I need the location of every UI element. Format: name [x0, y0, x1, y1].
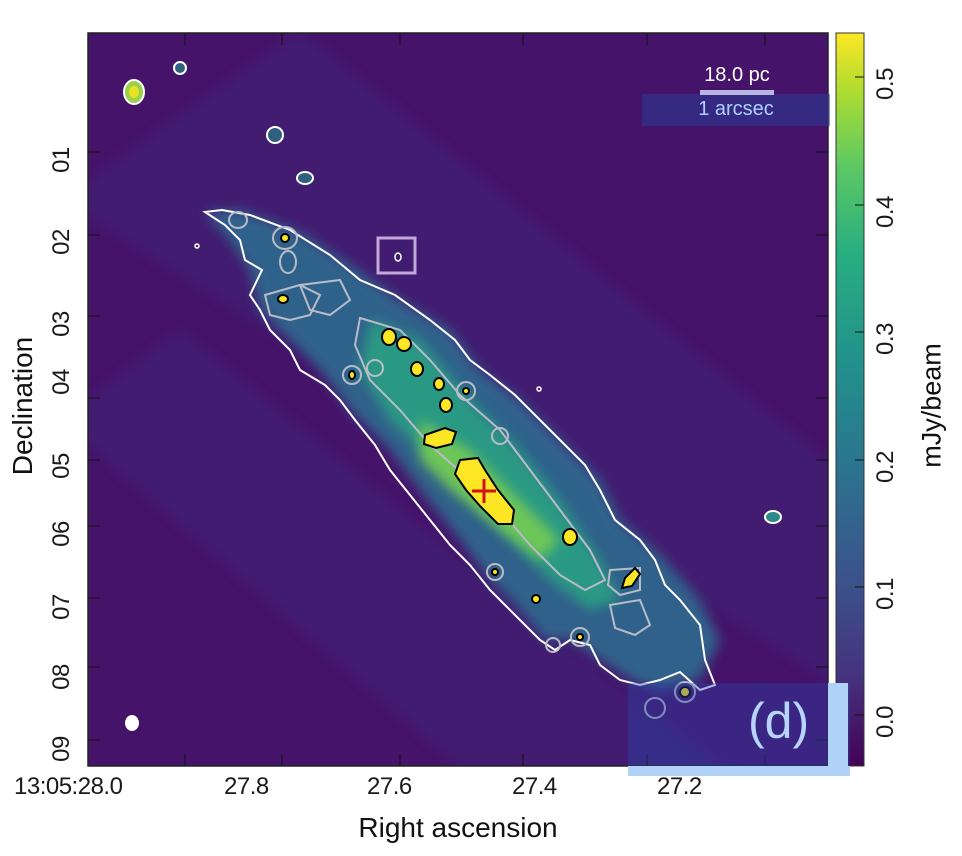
y-tick-label: 08	[48, 664, 75, 690]
x-tick-label: 27.8	[224, 773, 269, 800]
y-tick-label: 07	[48, 594, 75, 620]
y-axis-label: Declination	[7, 336, 38, 476]
colorbar-ticks	[855, 76, 864, 716]
panel-highlight-edge-bottom	[628, 766, 850, 776]
map-image	[88, 33, 828, 766]
x-tick-label: 27.6	[367, 773, 412, 800]
x-axis-label: Right ascension	[358, 812, 558, 843]
colorbar-label: mJy/beam	[916, 343, 947, 468]
panel-highlight-edge-right	[828, 683, 848, 776]
beam-ellipse	[125, 715, 139, 731]
panel-label-highlight	[628, 683, 850, 776]
y-tick-label: 09	[48, 736, 75, 762]
scale-bar-background	[642, 94, 830, 126]
y-tick-label: 05	[48, 453, 75, 479]
x-tick-label: 27.4	[512, 773, 557, 800]
y-tick-label: 03	[48, 311, 75, 337]
colorbar-tick-label: 0.0	[872, 706, 899, 738]
highlight-square-marker	[376, 236, 417, 275]
y-tick-label: 06	[48, 521, 75, 547]
colorbar	[835, 32, 865, 767]
scale-bar-physical-label: 18.0 pc	[704, 64, 770, 86]
panel-label: (d)	[748, 693, 810, 749]
y-tick-label: 01	[48, 147, 75, 173]
colorbar-tick-label: 0.3	[872, 323, 899, 355]
colorbar-tick-label: 0.2	[872, 451, 899, 483]
scale-bar-angular-label: 1 arcsec	[698, 98, 774, 120]
colorbar-tick-label: 0.4	[872, 196, 899, 228]
scale-bar	[700, 90, 774, 95]
plot-frame	[87, 32, 829, 767]
colorbar-tick-label: 0.5	[872, 68, 899, 100]
nucleus-cross-marker	[472, 479, 496, 503]
y-tick-label: 02	[48, 229, 75, 255]
x-tick-label: 13:05:28.0	[14, 773, 123, 800]
x-axis-ticks	[184, 33, 766, 766]
x-tick-label: 27.2	[657, 773, 702, 800]
colorbar-tick-label: 0.1	[872, 578, 899, 610]
y-tick-label: 04	[48, 369, 75, 395]
y-axis-ticks	[88, 151, 828, 741]
